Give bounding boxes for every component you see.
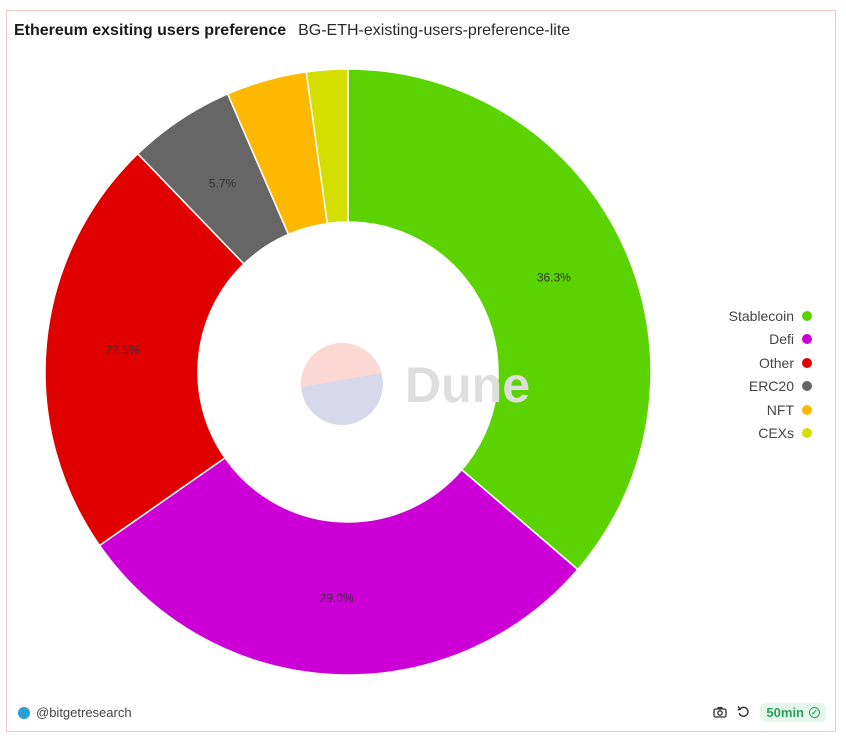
- footer-actions: 50min ✓: [713, 703, 826, 722]
- legend-label: Stablecoin: [728, 307, 794, 324]
- refresh-status-badge[interactable]: 50min ✓: [760, 703, 826, 722]
- data-label-defi: 29.0%: [320, 591, 354, 605]
- query-name: BG-ETH-existing-users-preference-lite: [298, 22, 571, 39]
- refresh-icon[interactable]: [737, 705, 750, 721]
- legend-dot-icon: [802, 404, 812, 415]
- slice-cexs[interactable]: [305, 68, 349, 225]
- chart-legend: Stablecoin Defi Other ERC20 NFT CEXs: [729, 304, 812, 445]
- legend-dot-icon: [802, 357, 812, 368]
- avatar-icon: [18, 706, 30, 719]
- legend-item-nft[interactable]: NFT: [729, 398, 812, 422]
- slice-defi[interactable]: [98, 456, 579, 676]
- slice-other[interactable]: [44, 152, 246, 547]
- author-name: @bitgetresearch: [36, 705, 132, 720]
- legend-item-erc20[interactable]: ERC20: [729, 375, 812, 399]
- legend-item-cexs[interactable]: CEXs: [729, 422, 812, 446]
- legend-label: NFT: [766, 401, 794, 418]
- dune-watermark: Dune: [294, 336, 530, 425]
- chart-header: Ethereum exsiting users preference BG-ET…: [14, 22, 570, 40]
- legend-label: Defi: [769, 331, 794, 348]
- chart-title: Ethereum exsiting users preference: [14, 22, 287, 39]
- data-label-other: 22.5%: [106, 343, 140, 357]
- camera-icon[interactable]: [713, 705, 728, 721]
- legend-label: ERC20: [748, 378, 794, 395]
- legend-dot-icon: [802, 310, 812, 321]
- slice-stablecoin[interactable]: [347, 68, 652, 571]
- legend-item-other[interactable]: Other: [729, 351, 812, 375]
- data-label-erc20: 5.7%: [209, 176, 237, 190]
- legend-label: CEXs: [758, 425, 794, 442]
- legend-item-defi[interactable]: Defi: [729, 328, 812, 352]
- data-label-stablecoin: 36.3%: [537, 270, 571, 284]
- legend-dot-icon: [802, 334, 812, 345]
- refresh-age: 50min: [766, 705, 804, 720]
- legend-dot-icon: [802, 381, 812, 392]
- watermark-text: Dune: [405, 357, 530, 413]
- author-tag[interactable]: @bitgetresearch: [18, 705, 132, 720]
- check-circle-icon: ✓: [809, 707, 820, 718]
- legend-dot-icon: [802, 428, 812, 439]
- legend-label: Other: [758, 354, 794, 371]
- legend-item-stablecoin[interactable]: Stablecoin: [729, 304, 812, 328]
